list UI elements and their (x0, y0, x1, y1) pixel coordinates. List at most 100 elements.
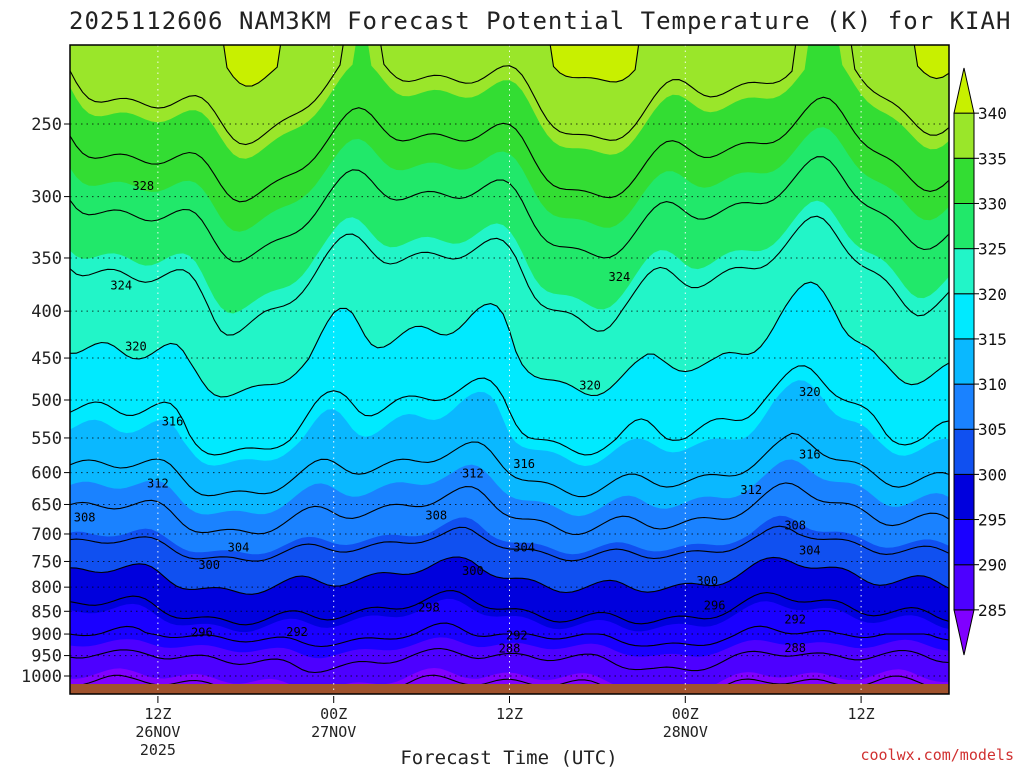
colorbar-swatch (953, 202, 975, 250)
contour-label: 304 (513, 540, 535, 554)
contour-label: 320 (579, 378, 601, 392)
contour-label: 292 (286, 625, 308, 639)
x-tick-label: 12Z (144, 705, 171, 723)
gridlines (70, 45, 949, 694)
y-tick-label: 400 (31, 302, 62, 322)
contour-label: 300 (198, 558, 220, 572)
credit-text: coolwx.com/models (860, 746, 1014, 764)
contour-316 (70, 365, 949, 456)
colorbar-swatch (953, 383, 975, 430)
plot-area: 328 324 324 320 320 320 316 316 316 312 312 312 308 3… (70, 45, 949, 694)
colorbar-swatch (953, 248, 975, 295)
contour-label: 312 (740, 483, 762, 497)
y-tick-label: 500 (31, 391, 62, 411)
contour-label: 316 (162, 415, 184, 429)
y-tick-label: 850 (31, 602, 62, 622)
colorbar-swatch (953, 293, 975, 340)
x-tick-label: 00Z (320, 705, 347, 723)
contour-label: 298 (418, 601, 440, 615)
contour-label: 300 (462, 564, 484, 578)
contour-label: 324 (609, 270, 631, 284)
contour-324 (70, 215, 949, 336)
contour-label: 308 (74, 511, 96, 525)
contour-label: 328 (132, 179, 154, 193)
x-tick-date: 26NOV (135, 723, 180, 741)
contour-label: 296 (191, 626, 213, 640)
y-tick-label: 450 (31, 349, 62, 369)
y-tick-label: 600 (31, 464, 62, 484)
contour-label: 312 (462, 466, 484, 480)
colorbar-label: 340 (978, 104, 1007, 123)
colorbar-label: 295 (978, 511, 1007, 530)
contour-label: 316 (513, 457, 535, 471)
contour-label: 304 (228, 540, 250, 554)
colorbar-label: 335 (978, 149, 1007, 168)
colorbar-swatch (953, 473, 975, 521)
colorbar-label: 300 (978, 465, 1007, 484)
colorbar-swatch (953, 428, 975, 475)
colorbar-label: 290 (978, 556, 1007, 575)
y-tick-label: 950 (31, 647, 62, 667)
contour-320 (70, 281, 949, 398)
contour-label: 288 (784, 641, 806, 655)
contour-label: 288 (499, 641, 521, 655)
colorbar-label: 315 (978, 330, 1007, 349)
y-axis-ticks: 250 300 350 400 450 500 550 600 650 700 750 800 850 9… (21, 115, 70, 687)
colorbar-swatch (953, 112, 975, 159)
y-tick-label: 350 (31, 249, 62, 269)
x-tick-label: 12Z (848, 705, 875, 723)
contour-304 (70, 525, 949, 562)
y-tick-label: 550 (31, 429, 62, 449)
y-tick-label: 250 (31, 115, 62, 135)
x-tick-date: 27NOV (311, 723, 356, 741)
y-tick-label: 750 (31, 552, 62, 572)
contour-label: 308 (784, 518, 806, 532)
colorbar: 285 290 295 300 305 310 315 320 325 330 335 340 (953, 67, 1007, 656)
colorbar-swatch (953, 67, 975, 114)
colorbar-label: 325 (978, 240, 1007, 259)
plot-frame (69, 44, 950, 695)
contour-label: 296 (704, 599, 726, 613)
colorbar-label: 305 (978, 420, 1007, 439)
contour-label: 308 (425, 508, 447, 522)
chart-title: 2025112606 NAM3KM Forecast Potential Tem… (69, 7, 1011, 35)
colorbar-swatch (953, 564, 975, 611)
contour-label: 304 (799, 544, 821, 558)
colorbar-label: 330 (978, 194, 1007, 213)
contour-label: 320 (125, 339, 147, 353)
y-tick-label: 800 (31, 578, 62, 598)
theta-contours (70, 45, 949, 694)
contour-336 (70, 45, 949, 146)
x-tick-year: 2025 (140, 741, 176, 759)
colorbar-label: 285 (978, 601, 1007, 620)
contour-label: 300 (696, 574, 718, 588)
x-tick-date: 28NOV (663, 723, 708, 741)
y-tick-label: 300 (31, 188, 62, 208)
x-tick-label: 12Z (496, 705, 523, 723)
contour-296 (70, 590, 949, 626)
y-tick-label: 700 (31, 525, 62, 545)
contour-288 (70, 647, 949, 674)
colorbar-swatch (953, 519, 975, 566)
contour-label: 292 (506, 628, 528, 642)
contour-332 (70, 96, 949, 203)
y-tick-label: 650 (31, 495, 62, 515)
contour-label: 316 (799, 447, 821, 461)
colorbar-label: 320 (978, 285, 1007, 304)
colorbar-label: 310 (978, 375, 1007, 394)
x-tick-label: 00Z (672, 705, 699, 723)
contour-label: 324 (110, 278, 132, 292)
contour-label: 312 (147, 477, 169, 491)
contour-label: 320 (799, 385, 821, 399)
colorbar-swatch (953, 157, 975, 204)
contour-labels: 328 324 324 320 320 320 316 316 316 312 312 312 308 3… (74, 179, 821, 656)
x-axis-label: Forecast Time (UTC) (400, 747, 617, 768)
y-tick-label: 900 (31, 625, 62, 645)
contour-308 (70, 482, 949, 535)
y-tick-label: 1000 (21, 667, 62, 687)
contour-300 (70, 556, 949, 595)
colorbar-swatch (953, 338, 975, 385)
contour-label: 292 (784, 613, 806, 627)
